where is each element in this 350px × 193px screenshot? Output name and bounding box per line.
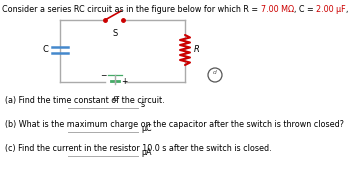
Text: (b) What is the maximum charge on the capacitor after the switch is thrown close: (b) What is the maximum charge on the ca… [5, 120, 344, 129]
Text: Consider a series RC circuit as in the figure below for which R =: Consider a series RC circuit as in the f… [2, 5, 261, 14]
Text: +: + [121, 76, 127, 85]
Text: (a) Find the time constant of the circuit.: (a) Find the time constant of the circui… [5, 96, 164, 105]
Text: , and ε =: , and ε = [346, 5, 350, 14]
Text: (c) Find the current in the resistor 10.0 s after the switch is closed.: (c) Find the current in the resistor 10.… [5, 144, 272, 153]
Text: ᵈ: ᵈ [213, 70, 217, 80]
Text: −: − [101, 71, 107, 80]
Text: ε: ε [113, 94, 118, 103]
Text: μA: μA [141, 148, 152, 157]
Text: S: S [112, 29, 118, 38]
Text: s: s [141, 100, 145, 109]
Text: μC: μC [141, 124, 152, 133]
Text: R: R [194, 46, 200, 54]
Text: 2.00 μF: 2.00 μF [316, 5, 346, 14]
Text: C: C [42, 46, 48, 54]
Text: 7.00 MΩ: 7.00 MΩ [261, 5, 294, 14]
Text: , C =: , C = [294, 5, 316, 14]
